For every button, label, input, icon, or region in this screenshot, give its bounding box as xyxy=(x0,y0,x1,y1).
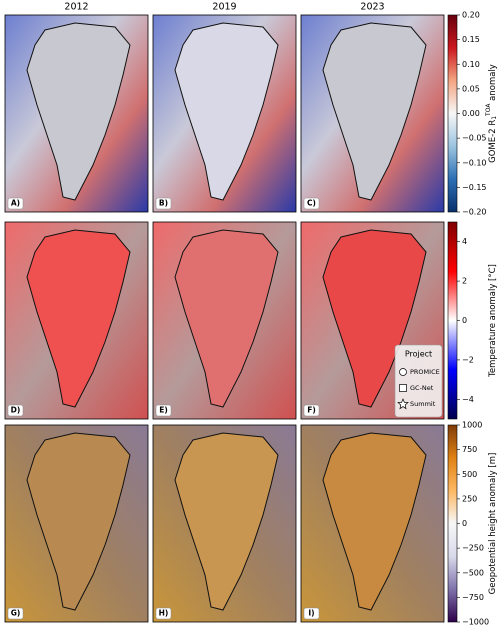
map-frame xyxy=(300,221,445,420)
legend-marker xyxy=(397,398,409,410)
legend-box xyxy=(394,344,443,418)
map-frame xyxy=(152,424,297,623)
colorbar-tick-label: −0.15 xyxy=(462,183,487,192)
colorbar-tick-label: −0.05 xyxy=(462,134,487,143)
panel-label-box xyxy=(155,197,172,210)
colorbar-tick-label: 4 xyxy=(462,237,467,246)
colorbar-tick-label: −2 xyxy=(462,355,474,364)
legend-label: GC-Net xyxy=(410,384,434,392)
map-panel: C) xyxy=(300,14,445,213)
colorbar xyxy=(447,221,458,420)
colorbar-tick-label: −1000 xyxy=(462,618,489,627)
colorbar-tick-label: −0.20 xyxy=(462,208,487,217)
colorbar-label: GOME-2 R1TOA anomaly xyxy=(485,64,498,163)
label-text: anomaly xyxy=(488,64,498,103)
map-frame xyxy=(4,221,149,420)
panel-label: H) xyxy=(159,609,169,618)
colorbar xyxy=(447,14,458,213)
panel-label: F) xyxy=(307,406,316,415)
colorbar xyxy=(447,424,458,623)
colorbar-label: Geopotential height anomaly [m] xyxy=(488,453,498,595)
colorbar-tick-label: −4 xyxy=(462,395,474,404)
panel-label-box xyxy=(155,607,172,620)
colorbar-tick-label: 0.15 xyxy=(462,35,480,44)
column-title: 2019 xyxy=(212,2,236,13)
label-text: GOME-2 R xyxy=(488,120,498,163)
panel-label-box xyxy=(155,404,172,417)
map-panel: B) xyxy=(152,14,297,213)
colorbar-tick-label: 500 xyxy=(462,470,477,479)
legend-marker xyxy=(399,368,407,376)
colorbar-tick-label: 1000 xyxy=(462,421,482,430)
panel-label-box xyxy=(7,607,24,620)
panel-label: E) xyxy=(159,406,168,415)
colorbar-tick-label: 0.10 xyxy=(462,60,480,69)
panel-label-box xyxy=(303,607,320,620)
legend-title: Project xyxy=(405,350,432,359)
colorbar-tick-label: 0 xyxy=(462,316,467,325)
panel-label: D) xyxy=(11,406,21,415)
colorbar-tick-label: 0 xyxy=(462,519,467,528)
colorbar-tick-label: 0.20 xyxy=(462,11,480,20)
colorbar-tick-label: −0.10 xyxy=(462,158,487,167)
panel-label: G) xyxy=(11,609,21,618)
map-frame xyxy=(4,14,149,213)
column-title: 2012 xyxy=(64,2,88,13)
colorbar-label: Temperature anomaly [°C] xyxy=(488,264,498,378)
colorbar-tick-label: −500 xyxy=(462,568,484,577)
map-panel: D) xyxy=(4,221,149,420)
map-panel: G) xyxy=(4,424,149,623)
colorbar-tick-label: −750 xyxy=(462,593,484,602)
legend-label: PROMICE xyxy=(410,368,440,376)
label-superscript: TOA xyxy=(485,103,492,117)
map-frame xyxy=(152,14,297,213)
label-text: Temperature anomaly [°C] xyxy=(488,264,498,378)
label-subscript: 1 xyxy=(491,116,498,120)
map-frame xyxy=(300,424,445,623)
map-frame xyxy=(152,221,297,420)
colorbar-tick-label: 250 xyxy=(462,494,477,503)
colorbar-tick-label: 0.05 xyxy=(462,84,480,93)
panel-label-box xyxy=(7,197,24,210)
panel-label-box xyxy=(303,197,320,210)
column-title: 2023 xyxy=(360,2,384,13)
map-frame xyxy=(300,14,445,213)
panel-label: B) xyxy=(159,199,168,208)
map-frame xyxy=(4,424,149,623)
panel-label: I) xyxy=(308,609,314,618)
legend-marker xyxy=(399,384,407,392)
map-panel: E) xyxy=(152,221,297,420)
map-panel: H) xyxy=(152,424,297,623)
legend-label: Summit xyxy=(410,400,436,408)
colorbar-tick-label: 0.00 xyxy=(462,109,480,118)
panel-label-box xyxy=(303,404,320,417)
panel-label: C) xyxy=(307,199,316,208)
colorbar-tick-label: 2 xyxy=(462,277,467,286)
map-panel: A) xyxy=(4,14,149,213)
panel-label: A) xyxy=(11,199,20,208)
panel-label-box xyxy=(7,404,24,417)
label-text: Geopotential height anomaly [m] xyxy=(488,453,498,595)
map-panel: I) xyxy=(300,424,445,623)
colorbar-tick-label: −250 xyxy=(462,544,484,553)
colorbar-tick-label: 750 xyxy=(462,445,477,454)
